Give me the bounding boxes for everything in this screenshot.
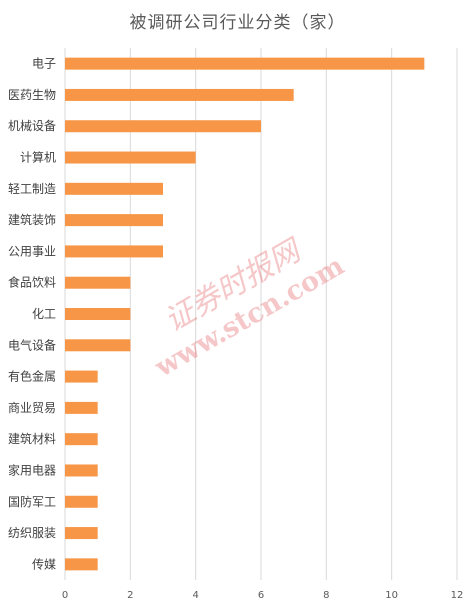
category-label: 轻工制造 <box>8 182 56 196</box>
category-label: 医药生物 <box>8 88 56 102</box>
category-label: 传媒 <box>32 556 56 571</box>
category-label: 机械设备 <box>8 118 56 133</box>
category-label: 国防军工 <box>8 494 56 509</box>
bar <box>65 88 294 101</box>
bar <box>65 495 98 508</box>
x-tick-label: 6 <box>258 590 264 601</box>
x-tick-label: 2 <box>127 590 133 601</box>
category-label: 食品饮料 <box>8 275 56 290</box>
category-label: 电气设备 <box>8 337 56 352</box>
bar <box>65 57 425 70</box>
category-labels: 电子医药生物机械设备计算机轻工制造建筑装饰公用事业食品饮料化工电气设备有色金属商… <box>8 57 56 572</box>
chart-title: 被调研公司行业分类（家） <box>129 13 346 33</box>
x-tick-label: 4 <box>192 590 198 601</box>
bar <box>65 120 261 133</box>
x-tick-labels: 0 2 4 6 8 10 12 <box>62 590 464 601</box>
bar <box>65 527 98 540</box>
x-tick-label: 10 <box>385 590 398 601</box>
category-label: 纺织服装 <box>8 526 56 540</box>
bars <box>65 57 425 571</box>
bar <box>65 308 131 320</box>
bar <box>65 182 163 195</box>
category-label: 商业贸易 <box>8 400 56 415</box>
category-label: 计算机 <box>20 150 56 165</box>
bar <box>65 214 163 227</box>
category-label: 化工 <box>32 307 56 321</box>
category-label: 电子 <box>32 57 56 71</box>
category-label: 家用电器 <box>8 462 56 477</box>
x-tick-label: 0 <box>62 590 68 601</box>
x-tick-label: 8 <box>323 590 329 601</box>
bar <box>65 276 131 289</box>
category-label: 有色金属 <box>8 369 56 384</box>
category-label: 建筑材料 <box>8 431 56 446</box>
x-tick-label: 12 <box>451 590 464 601</box>
bar <box>65 464 98 477</box>
category-label: 公用事业 <box>8 244 56 258</box>
bar <box>65 151 196 164</box>
bar <box>65 558 98 571</box>
bar <box>65 401 98 414</box>
bar <box>65 433 98 446</box>
watermark: 证券时报网 www.stcn.com <box>149 232 349 384</box>
bar <box>65 245 163 258</box>
bar <box>65 339 131 352</box>
bar <box>65 370 98 383</box>
category-label: 建筑装饰 <box>8 212 56 227</box>
